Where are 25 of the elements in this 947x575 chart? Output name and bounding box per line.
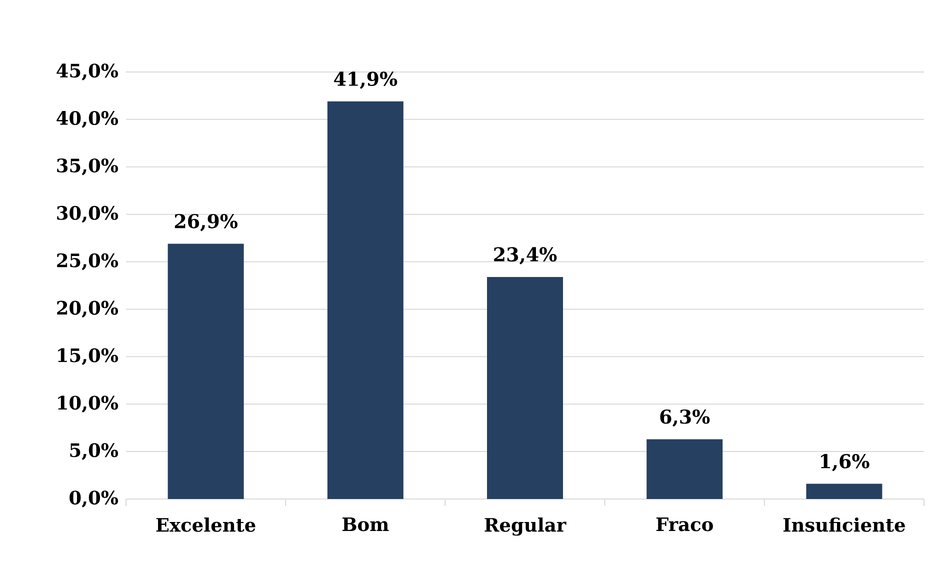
- y-tick-label: 25,0%: [57, 253, 118, 270]
- x-tick-label: Insuficiente: [783, 518, 905, 532]
- y-tick-label: 20,0%: [57, 300, 118, 318]
- y-tick-label: 45,0%: [56, 64, 118, 80]
- data-label: 1,6%: [820, 454, 870, 472]
- bar: [646, 439, 723, 499]
- y-tick-label: 10,0%: [58, 396, 118, 412]
- bar: [327, 101, 404, 499]
- y-tick-label: 35,0%: [57, 158, 118, 176]
- x-tick-label: Regular: [484, 518, 566, 536]
- x-tick-label: Fraco: [656, 518, 713, 532]
- x-tick-label: Excelente: [156, 518, 256, 532]
- data-label: 23,4%: [494, 247, 557, 264]
- bar: [806, 484, 882, 499]
- data-label: 6,3%: [660, 409, 710, 427]
- y-tick-label: 0,0%: [70, 490, 118, 508]
- data-label: 26,9%: [174, 214, 238, 232]
- y-tick-label: 15,0%: [58, 348, 118, 366]
- bar: [168, 244, 244, 499]
- x-tick-label: Bom: [342, 518, 389, 532]
- data-label: 41,9%: [334, 72, 398, 89]
- bar: [487, 276, 564, 499]
- y-tick-label: 40,0%: [56, 111, 118, 128]
- y-tick-label: 5,0%: [70, 443, 118, 460]
- y-tick-label: 30,0%: [57, 206, 118, 223]
